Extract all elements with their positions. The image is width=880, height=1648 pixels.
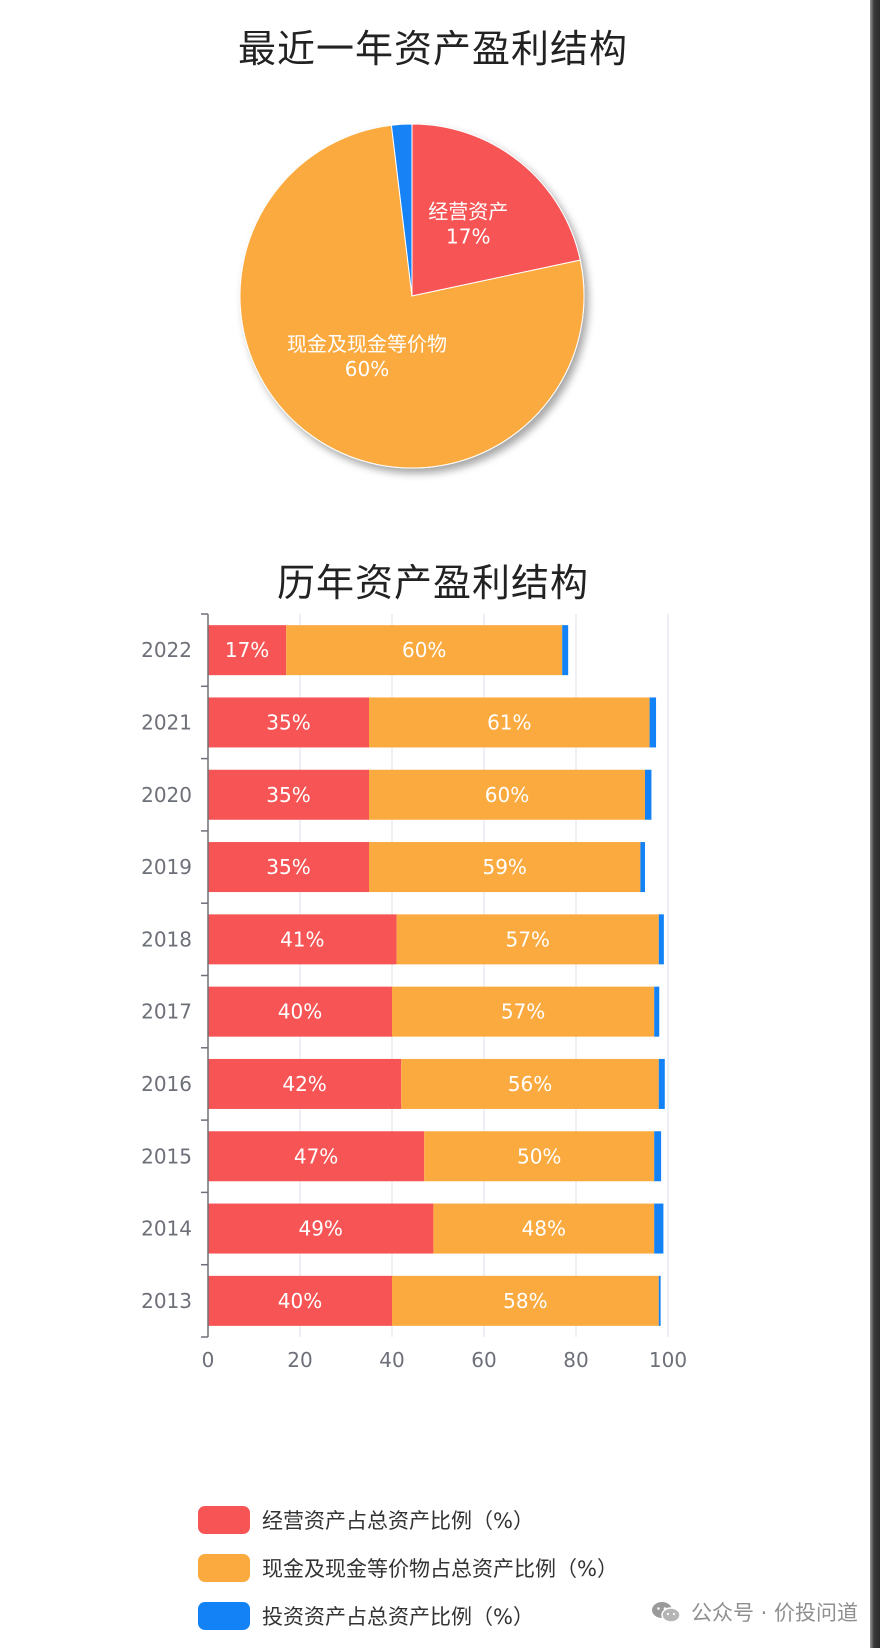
legend-label-cash: 现金及现金等价物占总资产比例（%） — [262, 1557, 618, 1581]
pie-slice-0[interactable] — [411, 123, 581, 297]
bar-segment-2[interactable] — [562, 625, 569, 676]
bar-segment-2[interactable] — [654, 1131, 662, 1182]
x-tick-label: 40 — [379, 1348, 404, 1372]
bar-segment-0[interactable] — [208, 625, 287, 676]
bar-data-label: 42% — [282, 1072, 326, 1096]
bar-segment-2[interactable] — [640, 842, 645, 893]
bar-data-label: 60% — [485, 783, 529, 807]
bar-segment-2[interactable] — [654, 1203, 664, 1254]
bar-segment-0[interactable] — [208, 1203, 434, 1254]
bar-data-label: 35% — [266, 710, 310, 734]
bar-data-label: 61% — [487, 710, 531, 734]
window-edge — [870, 0, 880, 1648]
y-category-label: 2022 — [141, 638, 192, 662]
bar-segment-1[interactable] — [392, 986, 655, 1037]
pie-label-value-1: 60% — [345, 357, 389, 381]
legend-swatch-cash — [198, 1554, 250, 1582]
bar-segment-1[interactable] — [369, 769, 645, 820]
bar-data-label: 57% — [505, 927, 549, 951]
bar-segment-0[interactable] — [208, 697, 369, 748]
pie-chart-title: 最近一年资产盈利结构 — [237, 27, 628, 71]
bar-segment-1[interactable] — [369, 697, 650, 748]
bar-segment-1[interactable] — [369, 842, 641, 893]
legend-item-investment[interactable]: 投资资产占总资产比例（%） — [198, 1598, 618, 1634]
legend-swatch-investment — [198, 1602, 250, 1630]
bar-data-label: 56% — [508, 1072, 552, 1096]
bar-segment-2[interactable] — [645, 769, 652, 820]
y-category-label: 2020 — [141, 783, 192, 807]
bar-data-label: 60% — [402, 638, 446, 662]
bar-data-label: 49% — [298, 1217, 342, 1241]
bar-segment-1[interactable] — [286, 625, 563, 676]
bar-segment-1[interactable] — [396, 914, 659, 965]
bar-segment-1[interactable] — [424, 1131, 655, 1182]
x-tick-label: 100 — [649, 1348, 687, 1372]
bar-segment-0[interactable] — [208, 842, 369, 893]
bar-segment-2[interactable] — [658, 1275, 661, 1326]
bar-chart-title: 历年资产盈利结构 — [276, 561, 589, 605]
bar-data-label: 40% — [278, 1000, 322, 1024]
bar-data-label: 40% — [278, 1289, 322, 1313]
watermark-text: 公众号 · 价投问道 — [690, 1601, 858, 1625]
legend: 经营资产占总资产比例（%） 现金及现金等价物占总资产比例（%） 投资资产占总资产… — [198, 1502, 618, 1646]
legend-item-cash[interactable]: 现金及现金等价物占总资产比例（%） — [198, 1550, 618, 1586]
legend-swatch-operating — [198, 1506, 250, 1534]
bar-segment-0[interactable] — [208, 1058, 402, 1109]
bar-data-label: 47% — [294, 1144, 338, 1168]
pie-label-name-0: 经营资产 — [428, 199, 508, 223]
bar-data-label: 57% — [501, 1000, 545, 1024]
legend-item-operating[interactable]: 经营资产占总资产比例（%） — [198, 1502, 618, 1538]
bar-segment-1[interactable] — [401, 1058, 659, 1109]
pie-slice-2[interactable] — [390, 123, 413, 297]
bar-segment-1[interactable] — [392, 1275, 659, 1326]
watermark: 公众号 · 价投问道 — [651, 1597, 858, 1627]
y-category-label: 2018 — [141, 927, 192, 951]
bar-segment-2[interactable] — [658, 1058, 665, 1109]
pie-label-value-0: 17% — [446, 224, 490, 248]
pie-slice-1[interactable] — [239, 124, 585, 469]
bar-data-label: 41% — [280, 927, 324, 951]
bar-chart: 17% 60% 35% 61% 35% 60% 35% 59% 41% 57% 40% 57% 42% 5… — [141, 613, 687, 1372]
bar-segment-2[interactable] — [658, 914, 664, 965]
bar-data-label: 17% — [225, 638, 269, 662]
bar-data-label: 35% — [266, 783, 310, 807]
bar-segment-0[interactable] — [208, 1131, 425, 1182]
bar-segment-2[interactable] — [649, 697, 657, 748]
bar-segment-1[interactable] — [433, 1203, 655, 1254]
bar-segment-2[interactable] — [654, 986, 660, 1037]
x-tick-label: 80 — [563, 1348, 588, 1372]
y-category-label: 2019 — [141, 855, 192, 879]
y-category-label: 2017 — [141, 1000, 192, 1024]
x-tick-label: 0 — [202, 1348, 215, 1372]
x-tick-label: 20 — [287, 1348, 312, 1372]
y-category-label: 2015 — [141, 1144, 192, 1168]
bar-segment-0[interactable] — [208, 986, 392, 1037]
legend-label-operating: 经营资产占总资产比例（%） — [262, 1509, 534, 1533]
legend-label-investment: 投资资产占总资产比例（%） — [262, 1605, 534, 1629]
wechat-icon — [651, 1602, 681, 1623]
bar-data-label: 59% — [482, 855, 526, 879]
y-category-label: 2013 — [141, 1289, 192, 1313]
bar-data-label: 50% — [517, 1144, 561, 1168]
bar-segment-0[interactable] — [208, 769, 369, 820]
y-category-label: 2021 — [141, 710, 192, 734]
bar-data-label: 35% — [266, 855, 310, 879]
x-tick-label: 60 — [471, 1348, 496, 1372]
y-category-label: 2014 — [141, 1217, 192, 1241]
bar-data-label: 58% — [503, 1289, 547, 1313]
bar-data-label: 48% — [522, 1217, 566, 1241]
bar-segment-0[interactable] — [208, 914, 397, 965]
bar-segment-0[interactable] — [208, 1275, 392, 1326]
y-category-label: 2016 — [141, 1072, 192, 1096]
pie-label-name-1: 现金及现金等价物 — [287, 332, 447, 356]
